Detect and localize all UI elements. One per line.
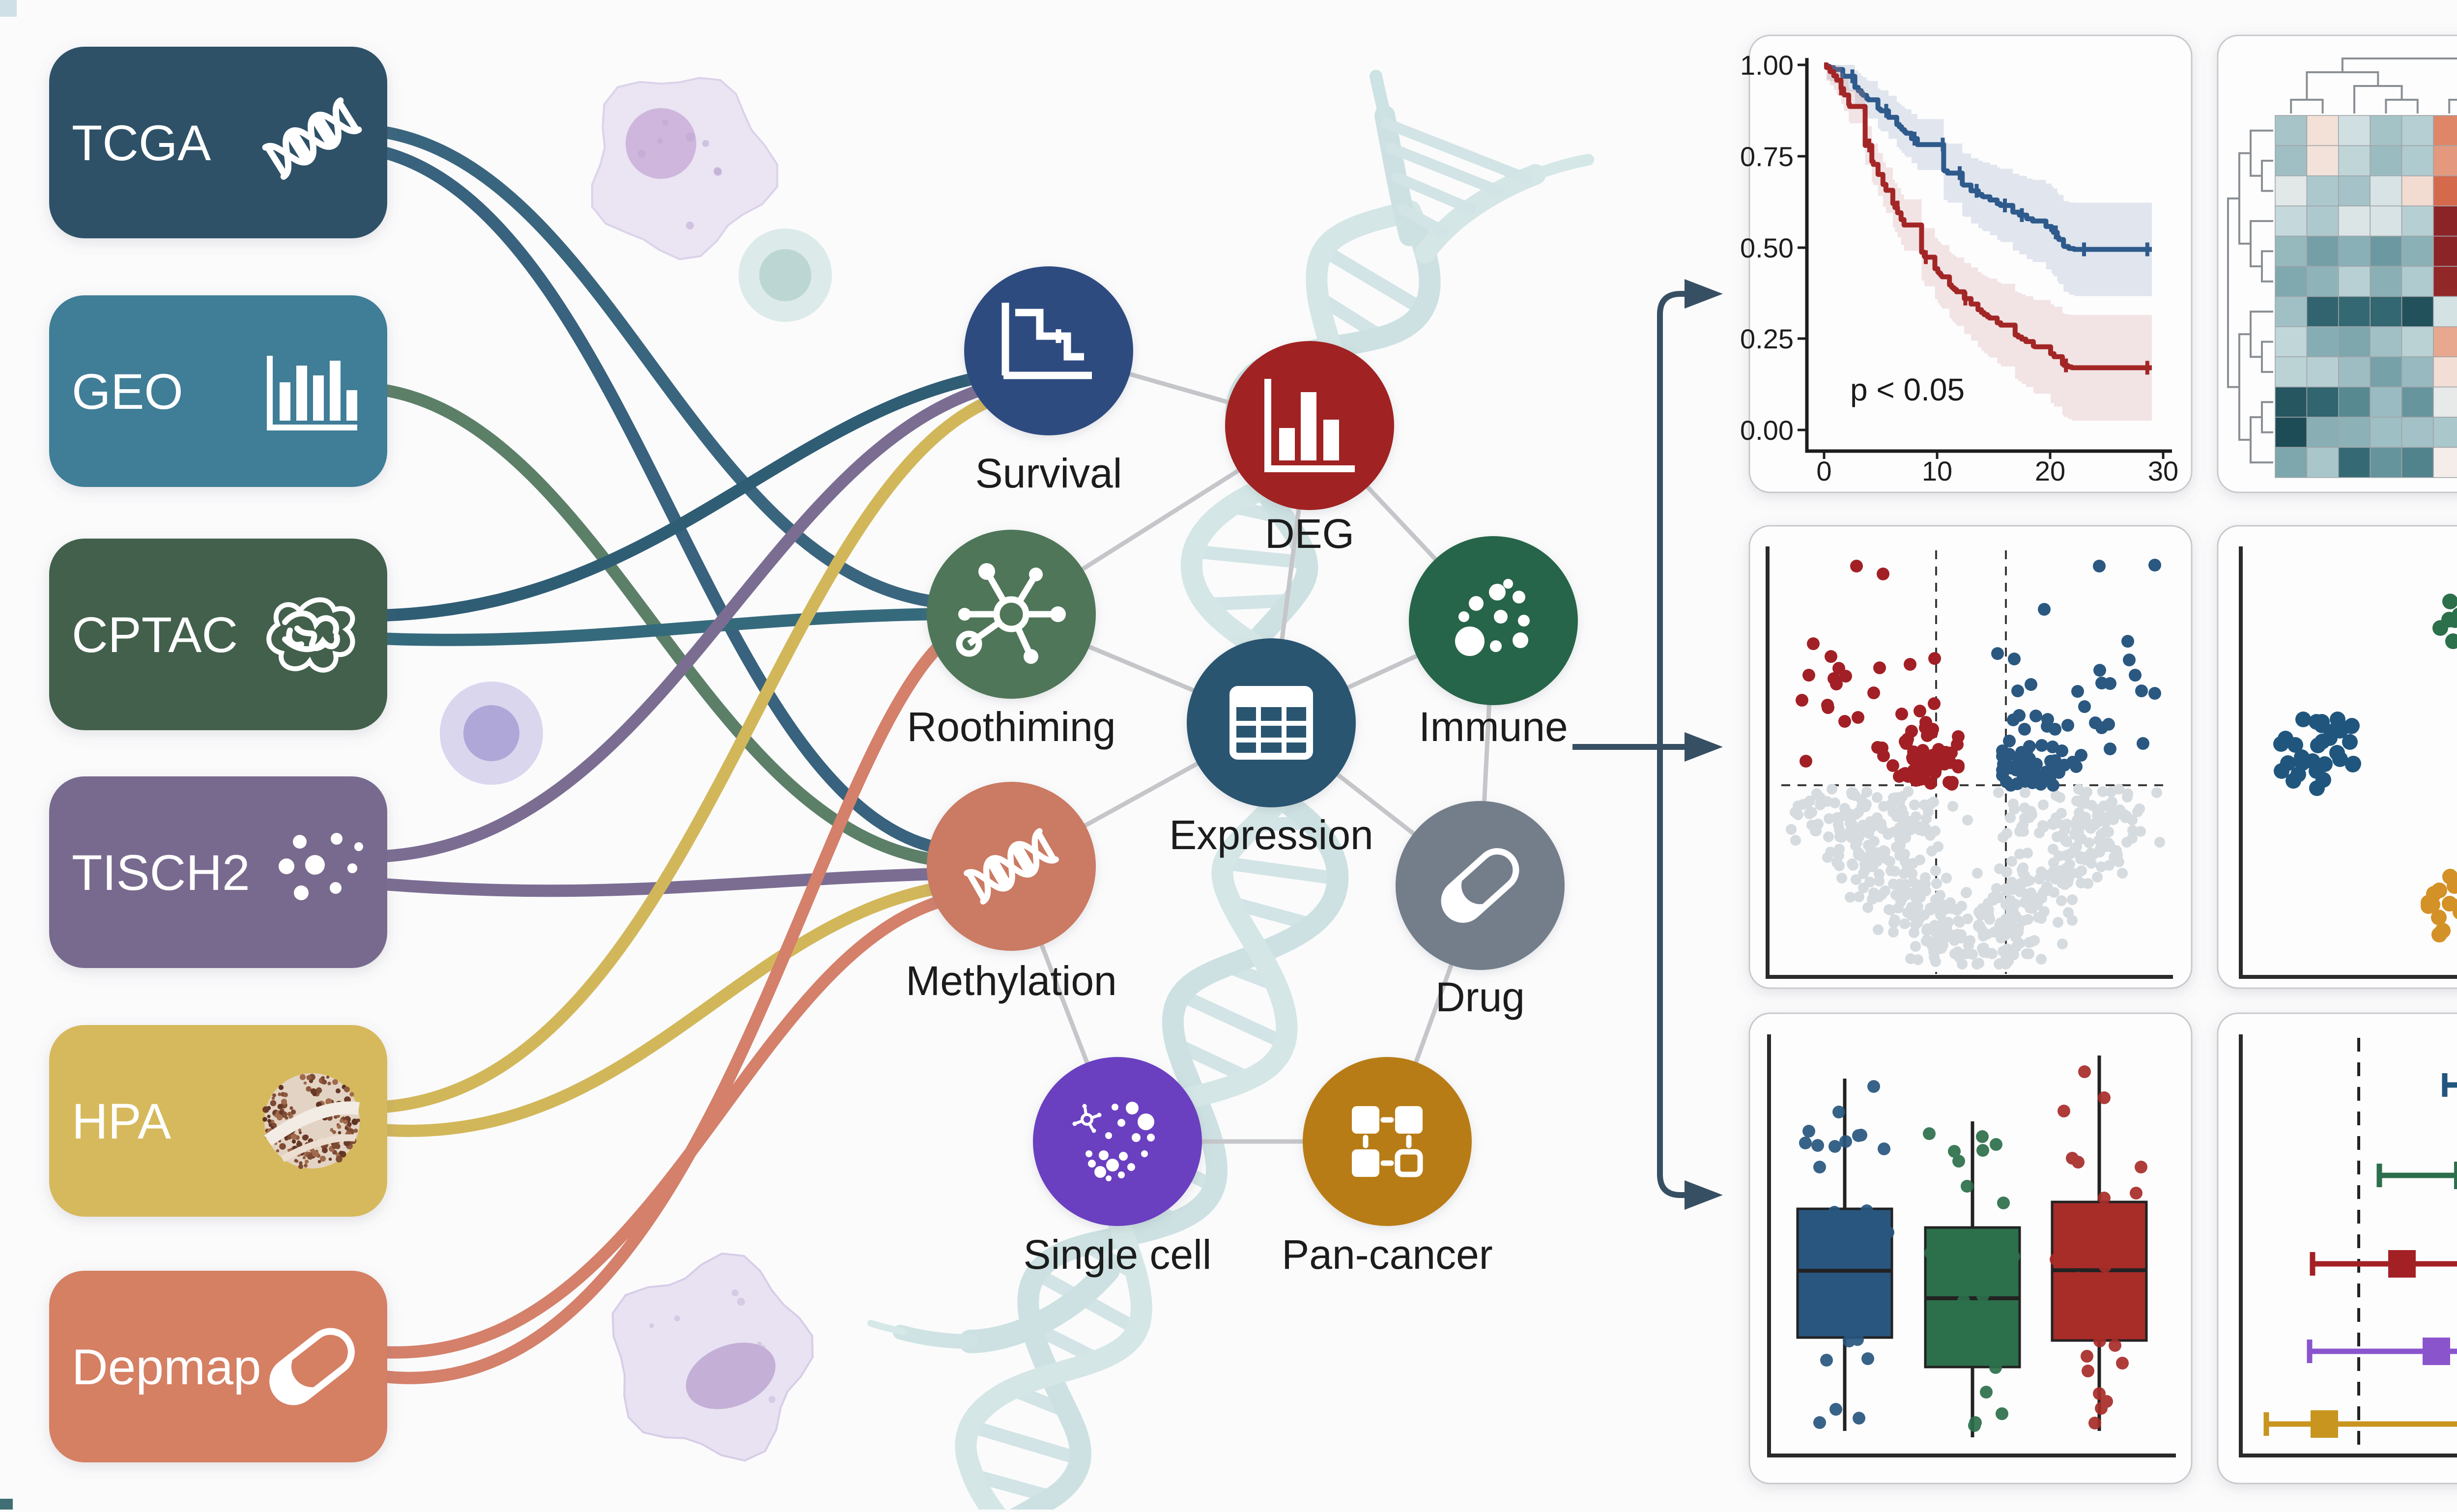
svg-text:DEG: DEG — [1265, 511, 1354, 557]
svg-text:0.25: 0.25 — [1740, 323, 1794, 354]
svg-text:0.50: 0.50 — [1740, 232, 1794, 263]
svg-text:Pan-cancer: Pan-cancer — [1282, 1231, 1493, 1278]
svg-text:1.00: 1.00 — [1740, 50, 1794, 81]
svg-text:CPTAC: CPTAC — [72, 607, 238, 663]
svg-text:10: 10 — [1922, 456, 1952, 486]
svg-text:20: 20 — [2035, 456, 2065, 486]
svg-text:Roothiming: Roothiming — [907, 704, 1116, 750]
svg-text:Depmap: Depmap — [72, 1339, 261, 1395]
svg-text:Single cell: Single cell — [1024, 1231, 1212, 1278]
svg-text:p < 0.05: p < 0.05 — [1850, 372, 1965, 407]
svg-text:Expression: Expression — [1169, 812, 1373, 858]
svg-text:0.00: 0.00 — [1740, 415, 1794, 446]
svg-text:TISCH2: TISCH2 — [72, 845, 250, 901]
svg-text:0: 0 — [1816, 456, 1831, 486]
svg-text:Drug: Drug — [1435, 974, 1525, 1020]
svg-text:HPA: HPA — [72, 1093, 171, 1149]
svg-text:30: 30 — [2148, 456, 2178, 486]
svg-text:GEO: GEO — [72, 364, 183, 420]
svg-text:Methylation: Methylation — [906, 958, 1117, 1004]
svg-text:TCGA: TCGA — [72, 115, 211, 171]
svg-text:0.75: 0.75 — [1740, 141, 1794, 172]
svg-text:Immune: Immune — [1419, 704, 1568, 750]
svg-text:Survival: Survival — [975, 450, 1122, 496]
